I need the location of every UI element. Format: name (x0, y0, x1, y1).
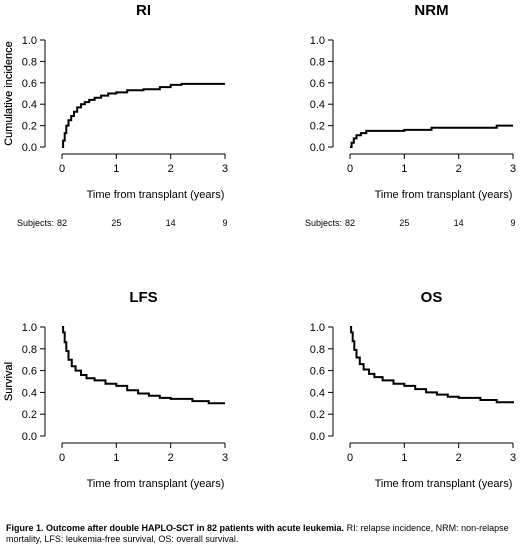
step-curve (62, 326, 225, 405)
y-tick-label: 0.4 (22, 387, 37, 399)
chart-panel-os: OS 0.0 0.2 0.4 0.6 0.8 1.0 Survival 0 1 2 3 Time fro… (3, 289, 516, 490)
y-tick-label: 0.4 (310, 387, 325, 399)
chart-title: RI (136, 2, 151, 19)
at-risk-count: 9 (222, 218, 227, 228)
at-risk-count: 14 (166, 218, 176, 228)
chart-panel-nrm: NRM 0.0 0.2 0.4 0.6 0.8 1.0 Cumulative incidenc… (3, 2, 516, 228)
y-tick-label: 0.0 (310, 142, 325, 154)
y-tick-label: 0.2 (22, 121, 37, 133)
x-tick-label: 3 (510, 163, 516, 175)
chart-panel-ri: RI 0.0 0.2 0.4 0.6 0.8 1.0 Cumulative incidence… (3, 2, 228, 228)
at-risk-count: 25 (111, 218, 121, 228)
x-tick-label: 0 (347, 452, 353, 464)
y-tick-label: 1.0 (22, 322, 37, 334)
x-tick-label: 1 (113, 163, 119, 175)
y-axis-label: Survival (3, 362, 15, 401)
y-tick-label: 1.0 (310, 35, 325, 47)
step-curve (62, 82, 225, 148)
y-tick-label: 0.8 (22, 344, 37, 356)
y-tick-label: 0.6 (22, 366, 37, 378)
at-risk-count: 14 (454, 218, 464, 228)
x-axis-label: Time from transplant (years) (87, 478, 225, 490)
x-tick-label: 2 (456, 452, 462, 464)
caption-bold: Figure 1. Outcome after double HAPLO-SCT… (6, 523, 345, 533)
x-tick-label: 1 (113, 452, 119, 464)
step-curve (350, 124, 513, 148)
x-tick-label: 3 (222, 452, 228, 464)
x-axis-label: Time from transplant (years) (375, 478, 513, 490)
at-risk-label: Subjects: (305, 218, 342, 228)
at-risk-count: 25 (399, 218, 409, 228)
y-tick-label: 0.2 (22, 409, 37, 421)
chart-title: NRM (414, 2, 448, 19)
y-tick-label: 0.8 (310, 344, 325, 356)
x-tick-label: 0 (59, 163, 65, 175)
x-tick-label: 2 (168, 163, 174, 175)
y-tick-label: 0.4 (310, 99, 325, 111)
x-tick-label: 0 (347, 163, 353, 175)
figure-panels: RI 0.0 0.2 0.4 0.6 0.8 1.0 Cumulative incidence… (3, 2, 516, 490)
y-tick-label: 1.0 (22, 35, 37, 47)
x-axis-label: Time from transplant (years) (87, 189, 225, 201)
y-axis-label: Survival (3, 362, 15, 401)
y-axis-label: Cumulative incidence (3, 41, 15, 146)
x-tick-label: 2 (168, 452, 174, 464)
x-tick-label: 3 (222, 163, 228, 175)
at-risk-count: 82 (57, 218, 67, 228)
chart-title: OS (421, 289, 443, 306)
x-tick-label: 1 (401, 452, 407, 464)
y-tick-label: 0.0 (22, 142, 37, 154)
x-tick-label: 0 (59, 452, 65, 464)
x-tick-label: 2 (456, 163, 462, 175)
y-tick-label: 0.2 (310, 409, 325, 421)
y-tick-label: 0.0 (310, 431, 325, 443)
at-risk-label: Subjects: (17, 218, 54, 228)
figure-caption: Figure 1. Outcome after double HAPLO-SCT… (6, 523, 514, 545)
y-tick-label: 0.8 (310, 56, 325, 68)
at-risk-count: 9 (510, 218, 515, 228)
caption-text: RI: relapse incidence, NRM: non-relapse … (6, 523, 509, 544)
y-tick-label: 0.0 (22, 431, 37, 443)
y-tick-label: 0.8 (22, 56, 37, 68)
at-risk-count: 82 (345, 218, 355, 228)
chart-panel-lfs: LFS 0.0 0.2 0.4 0.6 0.8 1.0 Survival 0 1 2 3 Time fr… (3, 289, 228, 490)
y-tick-label: 0.6 (310, 78, 325, 90)
y-tick-label: 0.4 (22, 99, 37, 111)
y-tick-label: 1.0 (310, 322, 325, 334)
x-tick-label: 3 (510, 452, 516, 464)
y-tick-label: 0.2 (310, 121, 325, 133)
chart-title: LFS (129, 289, 157, 306)
x-axis-label: Time from transplant (years) (375, 189, 513, 201)
y-axis-label: Cumulative incidence (3, 41, 15, 146)
step-curve (350, 326, 514, 404)
y-tick-label: 0.6 (22, 78, 37, 90)
x-tick-label: 1 (401, 163, 407, 175)
y-tick-label: 0.6 (310, 366, 325, 378)
